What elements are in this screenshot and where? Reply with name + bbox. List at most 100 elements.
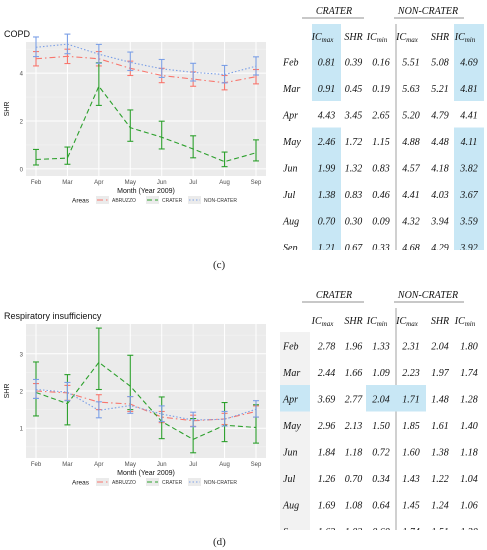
x-axis-label: Month (Year 2009) (117, 188, 175, 195)
table-cell: 0.72 (372, 447, 390, 458)
table-cell: 1.38 (318, 190, 336, 201)
x-tick-label: May (125, 180, 136, 186)
table-cell: 1.80 (460, 341, 478, 352)
table-cell: 2.65 (372, 110, 390, 121)
table-cell: 1.60 (402, 447, 420, 458)
highlight-cell (312, 74, 341, 101)
month-cell-bg (280, 438, 310, 465)
table-cell: 1.06 (460, 500, 478, 511)
highlight-cell (396, 385, 426, 412)
highlight-cell (312, 24, 341, 48)
row-month: Sep (283, 527, 297, 530)
x-tick-label: Aug (219, 180, 230, 186)
highlight-cell (312, 48, 341, 75)
table-cell: 1.63 (318, 527, 336, 530)
column-header: ICmax (395, 32, 419, 44)
x-tick-label: Jun (157, 462, 167, 468)
table-cell: 2.04 (431, 341, 449, 352)
table-cell: 1.74 (460, 368, 478, 379)
row-month: May (282, 137, 301, 148)
table-cell: 1.26 (318, 474, 336, 485)
table-cell: 0.16 (372, 57, 390, 68)
table-cell: 4.11 (461, 137, 478, 148)
x-tick-label: Sep (251, 462, 262, 468)
table-cell: 1.66 (345, 368, 363, 379)
non-crater-legend-label: NON-CRATER (204, 480, 237, 486)
row-month: Jul (283, 474, 295, 485)
highlight-cell (366, 385, 396, 412)
y-tick-label: 3 (20, 352, 24, 358)
table-cell: 1.45 (402, 500, 420, 511)
highlight-cell (454, 48, 484, 75)
respiratory-insufficiency-chart: Respiratory insufficiency 1 2 3 Feb Mar Apr May… (4, 311, 266, 487)
table-cell: 1.08 (345, 500, 363, 511)
column-header: ICmax (395, 316, 419, 328)
row-month: Aug (282, 216, 299, 227)
column-header: ICmax (311, 316, 335, 328)
table-cell: 3.67 (459, 190, 479, 201)
highlight-cell (454, 180, 484, 207)
table-cell: 4.29 (431, 243, 449, 250)
group-header-crater: CRATER (316, 6, 352, 17)
table-cell: 2.31 (402, 341, 420, 352)
column-header: SHR (431, 32, 449, 43)
table-cell: 1.22 (431, 474, 449, 485)
x-tick-label: Mar (62, 180, 72, 186)
plot-panel (26, 42, 266, 176)
legend-key-bg (146, 478, 159, 486)
table-cell: 0.39 (345, 57, 363, 68)
legend-title: Areas (72, 198, 90, 205)
table-cell: 0.34 (372, 474, 390, 485)
table-cell: 0.83 (372, 163, 390, 174)
table-cell: 0.64 (372, 500, 390, 511)
highlight-cell (312, 127, 341, 154)
table-cell: 1.24 (431, 500, 449, 511)
y-axis-label: SHR (4, 384, 11, 399)
table-cell: 1.69 (318, 500, 336, 511)
row-month: Apr (282, 394, 298, 405)
table-cell: 1.30 (460, 527, 478, 530)
table-cell: 4.68 (402, 243, 420, 250)
month-cell-bg (280, 464, 310, 491)
chart-title: COPD (4, 29, 31, 39)
legend-key-bg (188, 478, 201, 486)
y-tick-label: 2 (20, 119, 24, 125)
highlight-cell (454, 207, 484, 234)
highlight-cell (454, 154, 484, 181)
table-cell: 1.28 (460, 394, 478, 405)
table-cell: 0.70 (318, 216, 336, 227)
table-cell: 1.51 (431, 527, 449, 530)
table-cell: 1.04 (460, 474, 478, 485)
table-cell: 4.43 (318, 110, 336, 121)
table-cell: 0.83 (345, 190, 363, 201)
table-cell: 0.19 (372, 84, 390, 95)
table-cell: 1.18 (460, 447, 478, 458)
highlight-cell (312, 180, 341, 207)
respiratory-insufficiency-table: CRATER NON-CRATER ICmax SHR ICmin ICmax SHR ICm… (280, 290, 478, 530)
legend-title: Areas (72, 480, 90, 487)
table-cell: 4.32 (402, 216, 420, 227)
table-cell: 1.99 (318, 163, 336, 174)
month-cell-bg (280, 332, 310, 359)
month-cell-bg (280, 491, 310, 518)
table-cell: 1.85 (402, 421, 420, 432)
crater-legend-label: CRATER (162, 480, 183, 486)
x-tick-label: Aug (219, 462, 230, 468)
table-cell: 5.21 (431, 84, 449, 95)
table-cell: 2.04 (372, 394, 390, 405)
table-cell: 4.03 (431, 190, 449, 201)
highlight-cell (454, 233, 484, 250)
y-tick-label: 1 (20, 427, 24, 433)
column-header: ICmin (366, 316, 388, 328)
table-cell: 1.74 (402, 527, 420, 530)
table-cell: 1.09 (372, 368, 390, 379)
table-cell: 4.48 (431, 137, 449, 148)
table-cell: 0.70 (345, 474, 363, 485)
non-crater-legend-label: NON-CRATER (204, 198, 237, 204)
table-cell: 0.91 (318, 84, 336, 95)
table-cell: 1.15 (372, 137, 390, 148)
table-cell: 5.20 (402, 110, 420, 121)
row-month: Feb (282, 57, 299, 68)
column-header: ICmin (454, 316, 476, 328)
